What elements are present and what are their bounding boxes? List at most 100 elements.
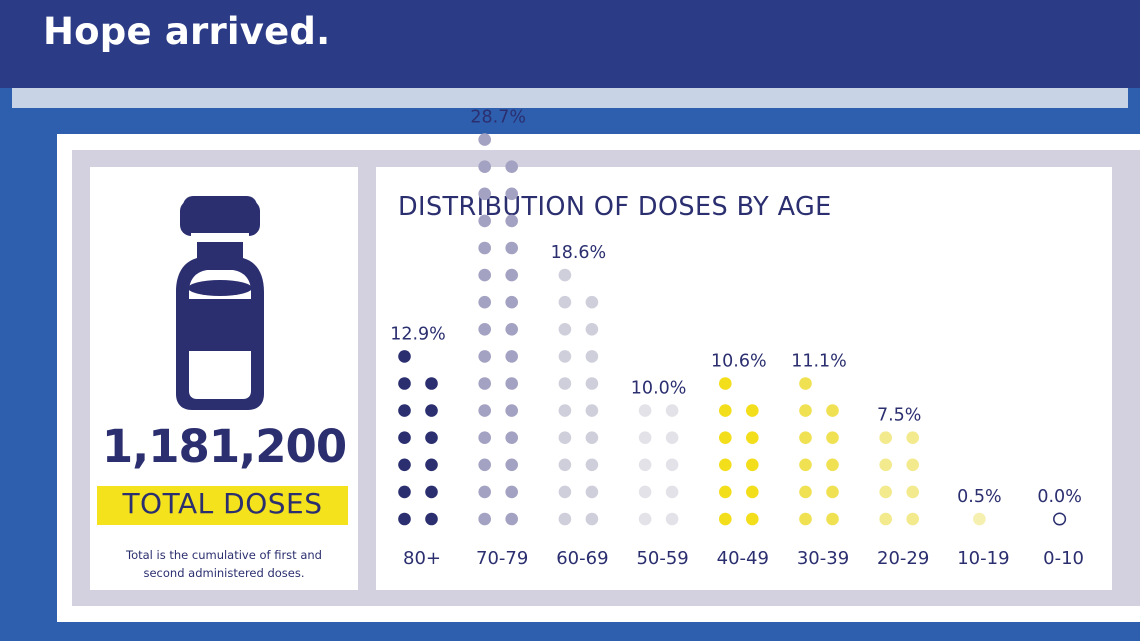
chart-dot — [478, 485, 492, 499]
chart-dot — [746, 458, 759, 472]
chart-dot — [719, 404, 732, 417]
chart-dot — [585, 377, 599, 390]
chart-dot — [638, 485, 652, 499]
chart-dot — [879, 431, 892, 445]
category-label: 50-59 — [636, 548, 688, 569]
chart-dot — [665, 485, 679, 499]
chart-dot — [906, 431, 919, 445]
chart-dot — [879, 485, 892, 499]
chart-dot — [585, 458, 599, 472]
category-label: 20-29 — [877, 548, 929, 569]
chart-dot — [826, 512, 839, 526]
chart-dot — [665, 458, 679, 472]
chart-dot — [425, 404, 438, 417]
chart-dot — [505, 350, 518, 363]
category-label: 10-19 — [957, 548, 1009, 569]
chart-dot — [906, 512, 919, 526]
chart-dot — [638, 431, 652, 445]
value-label: 0.5% — [957, 487, 1001, 507]
chart-dot — [746, 485, 759, 499]
chart-dot — [638, 458, 652, 472]
chart-dot — [478, 241, 492, 255]
chart-dot — [398, 512, 411, 526]
value-label: 10.6% — [711, 352, 767, 372]
chart-dot — [719, 377, 732, 390]
chart-dot — [505, 404, 518, 417]
chart-dot — [505, 268, 518, 282]
total-doses-label: TOTAL DOSES — [122, 487, 323, 520]
chart-dot — [425, 512, 438, 526]
chart-dot — [505, 187, 518, 201]
chart-dot — [719, 431, 732, 445]
chart-dot — [799, 404, 812, 417]
chart-dot — [746, 404, 759, 417]
chart-dot — [478, 404, 492, 417]
value-label: 10.0% — [631, 379, 687, 399]
chart-dot — [478, 133, 492, 146]
chart-dot — [398, 431, 411, 445]
chart-dot — [585, 323, 599, 336]
chart-dot — [558, 512, 572, 526]
footnote-line-2: second administered doses. — [143, 566, 305, 580]
chart-dot — [665, 512, 679, 526]
chart-dot — [478, 350, 492, 363]
chart-dot — [505, 431, 518, 445]
category-label: 80+ — [403, 548, 441, 569]
chart-dot — [826, 404, 839, 417]
chart-dot — [973, 512, 986, 526]
chart-dot — [505, 295, 518, 309]
chart-dot — [585, 295, 599, 309]
left-border — [0, 88, 12, 641]
chart-dot — [558, 295, 572, 309]
chart-dot — [906, 485, 919, 499]
chart-dot — [826, 458, 839, 472]
chart-dot — [719, 458, 732, 472]
chart-dot — [746, 431, 759, 445]
value-label: 12.9% — [390, 324, 446, 344]
chart-dot — [505, 323, 518, 336]
category-label: 70-79 — [476, 548, 528, 569]
chart-dot — [558, 268, 572, 282]
chart-title: DISTRIBUTION OF DOSES BY AGE — [398, 192, 832, 222]
chart-dot — [585, 404, 599, 417]
chart-dot — [425, 377, 438, 390]
chart-dot — [665, 431, 679, 445]
category-label: 0-10 — [1043, 548, 1084, 569]
value-label: 28.7% — [470, 108, 526, 128]
chart-dot — [799, 512, 812, 526]
chart-dot — [1053, 512, 1067, 526]
chart-dot — [505, 512, 518, 526]
total-doses-badge — [97, 486, 348, 525]
chart-dot — [398, 350, 411, 363]
chart-dot — [558, 404, 572, 417]
value-label: 0.0% — [1037, 487, 1081, 507]
chart-dot — [638, 404, 652, 417]
chart-dot — [879, 458, 892, 472]
chart-dot — [558, 350, 572, 363]
value-label: 18.6% — [551, 243, 607, 263]
chart-dot — [398, 458, 411, 472]
chart-dot — [585, 431, 599, 445]
chart-dot — [879, 512, 892, 526]
chart-dot — [425, 485, 438, 499]
chart-dot — [826, 485, 839, 499]
chart-dot — [505, 241, 518, 255]
chart-dot — [585, 485, 599, 499]
chart-dot — [478, 268, 492, 282]
chart-dot — [478, 187, 492, 201]
chart-dot — [746, 512, 759, 526]
value-label: 11.1% — [791, 352, 847, 372]
chart-dot — [398, 404, 411, 417]
chart-dot — [478, 512, 492, 526]
vaccine-vial-icon — [173, 196, 267, 416]
footnote-line-1: Total is the cumulative of first and — [126, 548, 322, 562]
header-banner: Hope arrived. — [0, 0, 1140, 88]
chart-dot — [425, 458, 438, 472]
chart-dot — [425, 431, 438, 445]
chart-dot — [638, 512, 652, 526]
chart-dot — [505, 214, 518, 228]
chart-dot — [505, 377, 518, 390]
header-title: Hope arrived. — [43, 10, 331, 53]
value-label: 7.5% — [877, 406, 921, 426]
